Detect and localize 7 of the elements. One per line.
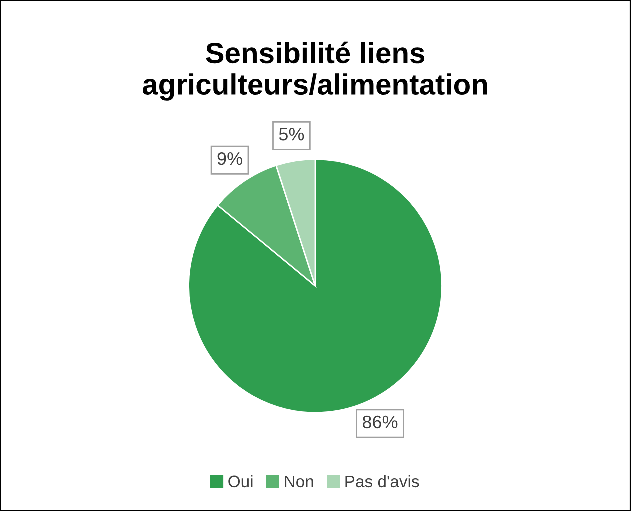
legend-label: Non: [285, 476, 314, 488]
data-label: 5%: [279, 128, 304, 141]
data-label: 86%: [362, 416, 398, 429]
chart-title: Sensibilité liens agriculteurs/alimentation: [142, 42, 488, 101]
data-label: 9%: [218, 152, 242, 166]
legend-label: Oui: [228, 475, 253, 488]
legend-label: Pas d'avis: [346, 475, 420, 488]
